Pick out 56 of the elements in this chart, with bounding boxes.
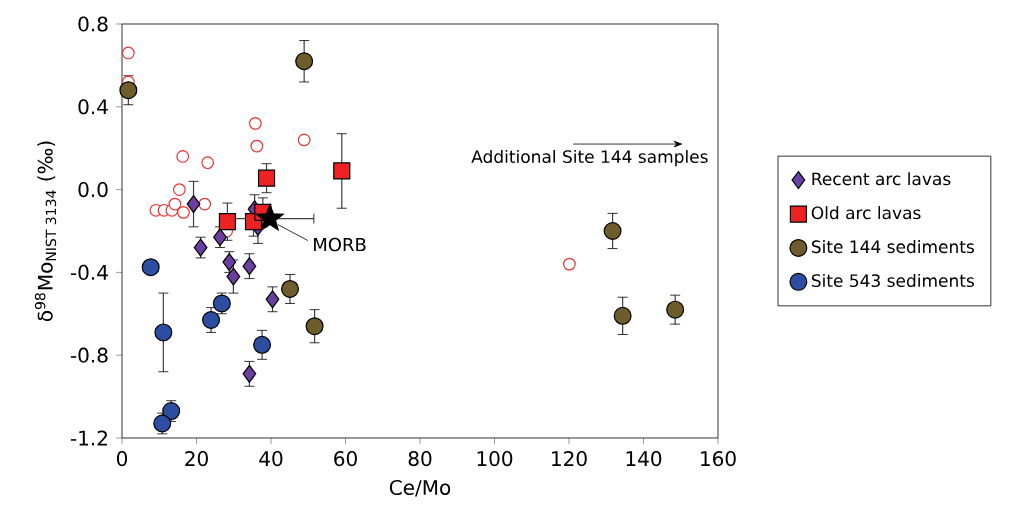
point <box>255 203 284 231</box>
x-tick-label: 160 <box>701 451 736 467</box>
point <box>297 133 311 147</box>
x-tick-label: 140 <box>626 451 662 467</box>
y-tick-label: -1.2 <box>70 430 107 446</box>
legend-label: Site 543 sediments <box>811 273 974 288</box>
x-axis-title: Ce/Mo <box>389 479 451 497</box>
annotation: Additional Site 144 samples <box>471 149 708 167</box>
point <box>218 213 237 231</box>
point <box>242 257 257 276</box>
point <box>162 402 181 421</box>
point <box>154 323 173 342</box>
point <box>226 267 241 286</box>
legend-label: Old arc lavas <box>811 206 921 220</box>
x-tick-label: 0 <box>116 451 128 467</box>
point <box>305 317 324 336</box>
x-tick-label: 40 <box>259 451 283 467</box>
point <box>253 335 272 354</box>
point <box>281 279 300 298</box>
x-tick-label: 80 <box>408 451 432 467</box>
point <box>250 139 264 153</box>
y-tick-label: 0.0 <box>78 182 108 198</box>
point <box>562 257 576 271</box>
point <box>613 306 632 325</box>
point <box>333 162 351 180</box>
point <box>198 197 212 211</box>
point <box>172 183 186 196</box>
point <box>141 258 160 277</box>
point <box>177 205 190 219</box>
point <box>248 116 262 130</box>
point <box>257 169 276 187</box>
x-tick-label: 120 <box>552 451 587 467</box>
point <box>295 52 314 71</box>
y-tick-label: 0.8 <box>78 16 108 32</box>
y-axis-title: δ$^{98}$Mo$_{NIST 3134}$ (‰) <box>34 141 57 322</box>
legend-label: Recent arc lavas <box>812 172 951 186</box>
point <box>201 156 215 170</box>
point <box>186 195 201 214</box>
point <box>119 81 138 100</box>
y-tick-label: -0.4 <box>70 264 108 280</box>
point <box>202 311 221 329</box>
point <box>176 150 190 163</box>
point <box>168 197 182 211</box>
point <box>153 414 172 433</box>
point <box>242 364 257 383</box>
annotation: MORB <box>314 237 366 252</box>
y-tick-label: 0.4 <box>78 99 108 115</box>
x-tick-label: 60 <box>334 451 357 467</box>
point <box>265 290 280 309</box>
x-tick-label: 100 <box>477 451 513 467</box>
legend-label: Site 144 sediments <box>811 239 974 254</box>
x-tick-label: 20 <box>185 451 208 467</box>
point <box>666 300 685 319</box>
point <box>121 46 135 60</box>
point <box>603 221 622 240</box>
y-tick-label: -0.8 <box>70 347 108 363</box>
